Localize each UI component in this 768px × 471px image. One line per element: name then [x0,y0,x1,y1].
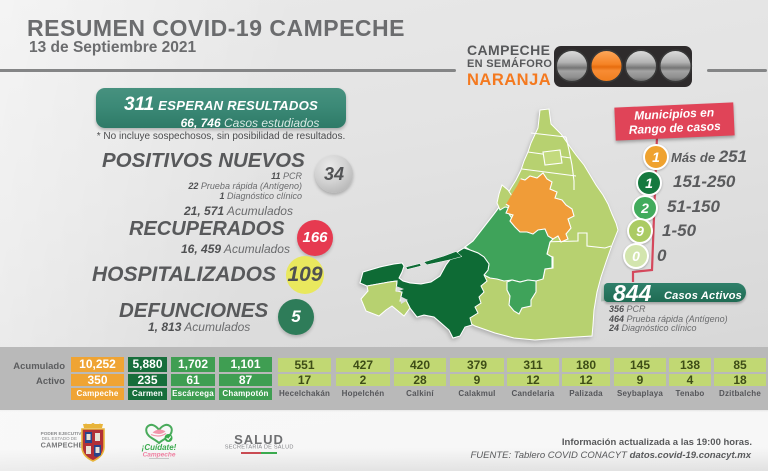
svg-text:¡Cuídate!: ¡Cuídate! [142,443,177,452]
svg-text:Campeche: Campeche [143,452,176,459]
